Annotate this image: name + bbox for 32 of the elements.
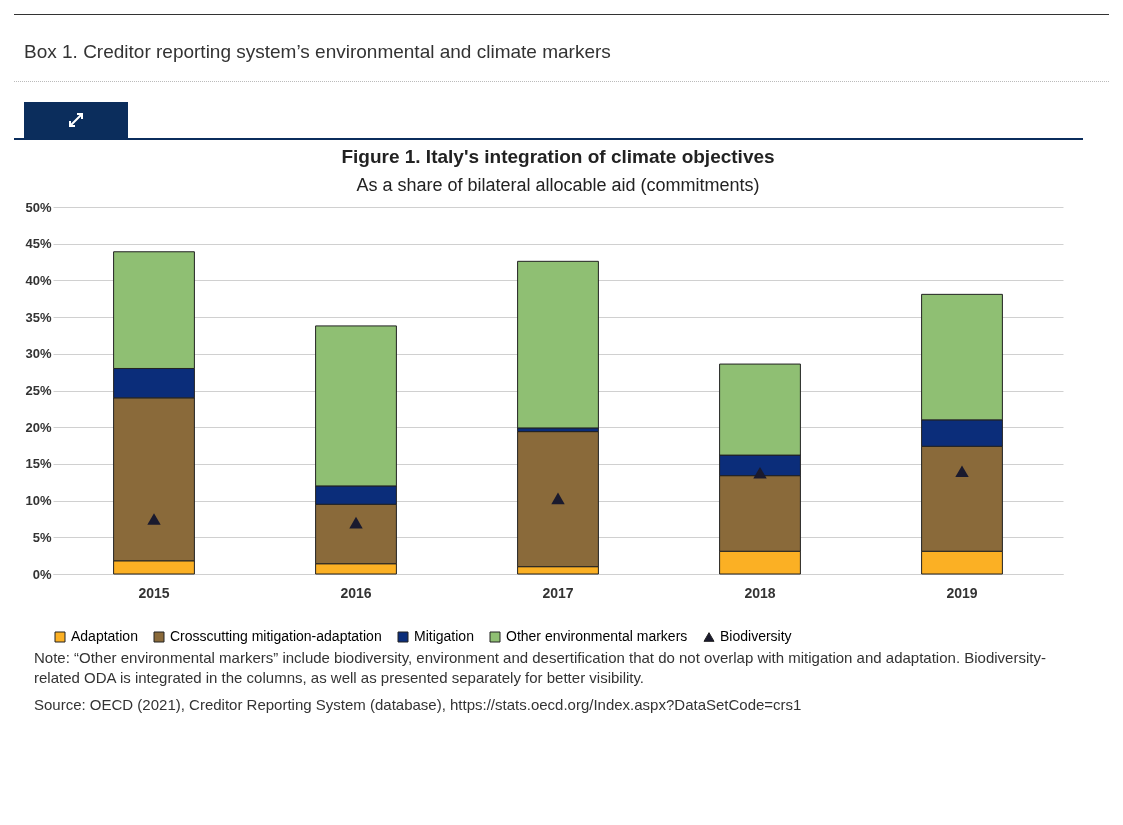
point: [349, 516, 363, 529]
source-note: Source: OECD (2021), Creditor Reporting System (database), https://stats.oecd.org/Index.aspx?DataSetCode=crs1: [33, 694, 803, 715]
bar: [517, 260, 599, 429]
point: [955, 465, 969, 478]
text: Box 1. Creditor reporting system’s environmental and climate markers: [14, 15, 1109, 82]
point: [147, 513, 161, 525]
chart-subtitle: As a share of bilateral allocable aid (commitments): [356, 175, 760, 195]
legend-label: Adaptation: [71, 628, 138, 644]
y-tick-label: 10%: [25, 493, 52, 509]
x-tick-label: 2017: [542, 584, 574, 601]
legend-label: Other environmental markers: [506, 628, 688, 644]
y-tick-label: 50%: [25, 199, 52, 215]
chart-title: Figure 1. Italy's integration of climate objectives: [341, 146, 775, 167]
y-tick-label: 20%: [25, 419, 52, 435]
y-tick-label: 35%: [25, 309, 52, 325]
x-tick-label: 2015: [138, 584, 170, 601]
x-tick-label: 2016: [340, 584, 372, 601]
x-tick-label: 2019: [946, 584, 978, 601]
legend-label: Biodiversity: [720, 628, 792, 644]
y-tick-label: 0%: [32, 566, 52, 582]
point: [551, 492, 565, 505]
legend-label: Mitigation: [414, 628, 474, 644]
legend-label: Crosscutting mitigation-adaptation: [170, 628, 382, 644]
x-tick-label: 2018: [744, 584, 776, 601]
y-tick-label: 15%: [25, 456, 52, 472]
point: [753, 466, 767, 479]
y-tick-label: 40%: [25, 272, 52, 288]
text: Note: “Other environmental markers” include biodiversity, environment and desertification that do not overlap with mitigation and adaptation. Biodiversity-related ODA is integrated in the columns, as well as presented separately for better visibility.: [33, 648, 1047, 689]
y-tick-label: 5%: [32, 529, 52, 545]
y-tick-label: 30%: [25, 346, 52, 362]
y-tick-label: 45%: [25, 236, 52, 252]
y-tick-label: 25%: [25, 383, 52, 398]
